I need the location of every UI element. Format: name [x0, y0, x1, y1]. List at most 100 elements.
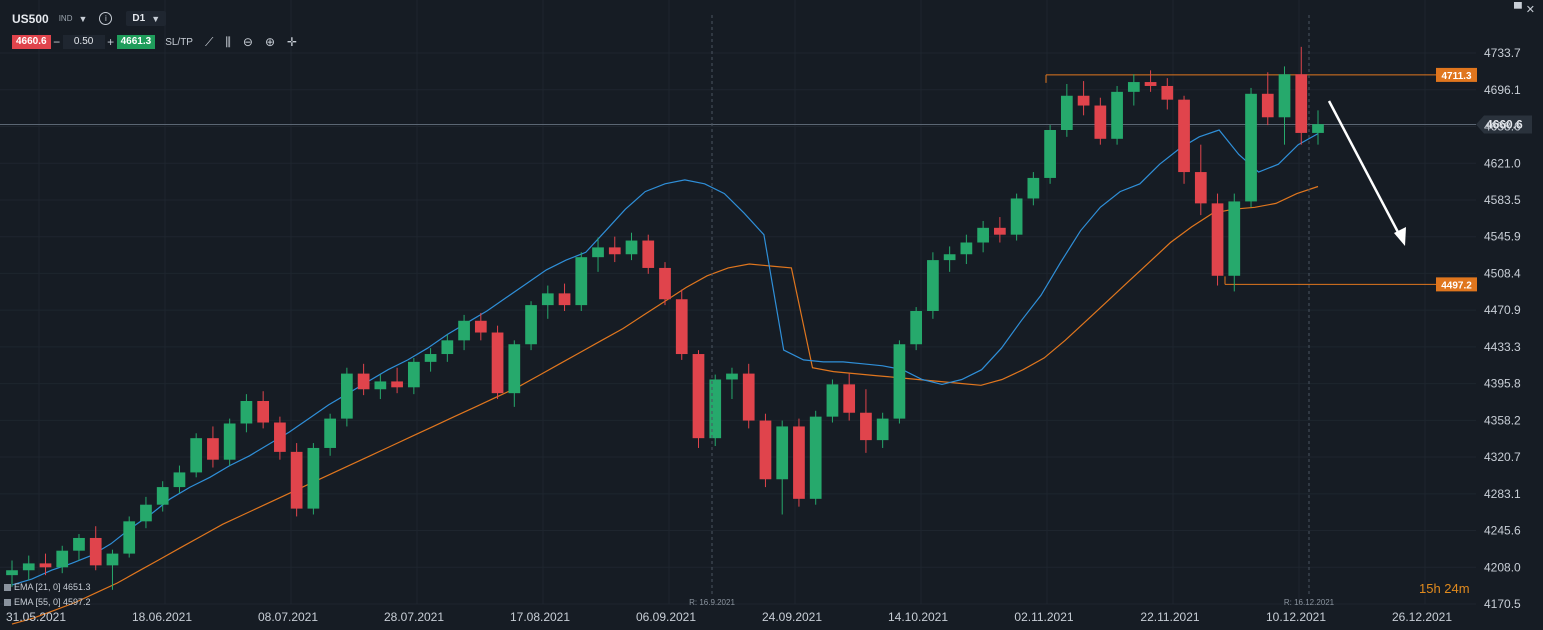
candle-body	[391, 381, 403, 388]
candle-body	[1295, 74, 1308, 133]
candle-body	[424, 354, 437, 362]
candle-body	[1278, 74, 1291, 118]
candle-body	[1312, 124, 1324, 133]
candle-body	[1161, 85, 1174, 100]
candle-body	[173, 472, 186, 488]
ema-21-polyline	[11, 129, 1319, 586]
candle-body	[793, 426, 805, 499]
candle-body	[1077, 95, 1090, 106]
price-tick-label: 4733.7	[1484, 46, 1521, 60]
candlestick-series	[6, 46, 1324, 590]
candle-body	[692, 354, 705, 439]
ema-21-legend[interactable]: EMA [21, 0] 4651.3	[4, 582, 91, 592]
candle-body	[357, 373, 370, 390]
candle-body	[508, 344, 521, 394]
candle-body	[592, 247, 604, 258]
candle-body	[491, 332, 504, 394]
candle-body	[1127, 82, 1140, 92]
candle-body	[156, 487, 169, 505]
info-icon[interactable]: i	[99, 12, 113, 25]
candle-body	[1111, 91, 1123, 139]
ema-55-line	[11, 185, 1319, 625]
candle-body	[860, 412, 872, 441]
date-tick-label: 10.12.2021	[1266, 610, 1326, 624]
rollover-label: R: 16.12.2021	[1284, 598, 1335, 607]
price-axis: 4733.7 4696.1 4658.6 4621.0 4583.5 4545.9 4508…	[1484, 46, 1521, 611]
candlestick-icon[interactable]: ⫼	[225, 35, 231, 49]
candle-body	[977, 227, 989, 243]
candle-body	[726, 373, 738, 380]
price-tick-label: 4508.4	[1484, 266, 1521, 280]
date-tick-label: 17.08.2021	[510, 610, 570, 624]
ema-55-label: EMA [55, 0] 4597.2	[14, 597, 91, 607]
candle-body	[207, 438, 219, 460]
line-chart-icon[interactable]: ⟋	[204, 35, 214, 49]
zoom-out-icon[interactable]: ⊖	[242, 35, 253, 49]
candle-body	[89, 537, 102, 566]
legend-settings-icon[interactable]	[4, 598, 11, 606]
candle-body	[742, 373, 755, 421]
candle-body	[22, 563, 35, 571]
candle-body	[1027, 177, 1040, 199]
price-tick-label: 4658.6	[1484, 119, 1521, 133]
price-tick-label: 4283.1	[1484, 487, 1521, 501]
candle-body	[876, 418, 889, 441]
level-label: 4711.3	[1441, 71, 1471, 82]
ema-55-legend[interactable]: EMA [55, 0] 4597.2	[4, 597, 91, 607]
candle-body	[106, 553, 119, 566]
trend-arrow	[1327, 100, 1406, 246]
candle-body	[324, 418, 336, 448]
candle-body	[843, 384, 856, 413]
instrument-type: IND	[58, 14, 73, 23]
arrow-head	[1394, 227, 1406, 246]
candle-body	[826, 384, 839, 417]
level-label: 4497.2	[1441, 280, 1472, 291]
support-resistance-levels: 4660.6 4711.3 4497.2	[0, 67, 1532, 292]
current-price-label: 4660.6	[1486, 118, 1523, 132]
candle-body	[39, 563, 52, 568]
candle-body	[1094, 105, 1107, 139]
price-tick-label: 4583.5	[1484, 193, 1521, 207]
chevron-down-icon[interactable]: ▼	[78, 13, 88, 24]
date-tick-label: 28.07.2021	[384, 610, 444, 624]
buy-button[interactable]: 4661.3	[116, 35, 156, 49]
ema-55-polyline	[11, 185, 1319, 625]
window-controls: ▀ ✕	[1514, 3, 1535, 16]
legend-settings-icon[interactable]	[4, 583, 11, 591]
price-tick-label: 4358.2	[1484, 413, 1521, 427]
trade-panel: 4660.6 − 0.50 + 4661.3 SL/TP ⟋ ⫼ ⊖ ⊕ ✛	[12, 35, 297, 49]
date-axis: 31.05.2021 18.06.2021 08.07.2021 28.07.2021…	[6, 610, 1452, 624]
chevron-down-icon: ▼	[151, 13, 161, 24]
candle-body	[1144, 82, 1157, 86]
candle-body	[994, 227, 1006, 235]
increase-quantity-button[interactable]: +	[107, 35, 115, 49]
candle-body	[541, 293, 554, 306]
rollover-markers: R: 16.9.2021 R: 16.12.2021	[689, 15, 1335, 607]
candle-body	[257, 400, 270, 423]
timeframe-selector[interactable]: D1 ▼	[126, 11, 167, 26]
candle-body	[458, 320, 470, 341]
sltp-button[interactable]: SL/TP	[165, 36, 193, 48]
sell-button[interactable]: 4660.6	[12, 35, 51, 49]
candle-body	[608, 247, 621, 255]
candle-body	[960, 242, 973, 255]
candle-body	[1194, 172, 1207, 204]
candle-body	[6, 570, 18, 576]
zoom-in-icon[interactable]: ⊕	[264, 35, 276, 49]
maximize-icon[interactable]: ▀	[1513, 3, 1522, 15]
symbol-name[interactable]: US500	[12, 11, 49, 26]
candle-body	[625, 240, 638, 255]
level-tag	[1436, 277, 1477, 292]
candle-body	[893, 344, 906, 419]
crosshair-icon[interactable]: ✛	[287, 35, 298, 49]
price-tick-label: 4621.0	[1484, 156, 1521, 170]
quantity-input[interactable]: 0.50	[62, 35, 105, 49]
candle-body	[56, 550, 69, 568]
decrease-quantity-button[interactable]: −	[53, 35, 61, 49]
candle-countdown: 15h 24m	[1419, 581, 1470, 596]
price-tick-label: 4320.7	[1484, 450, 1521, 464]
candle-body	[709, 379, 722, 439]
current-price-tag	[1476, 115, 1532, 134]
close-icon[interactable]: ✕	[1525, 4, 1535, 16]
